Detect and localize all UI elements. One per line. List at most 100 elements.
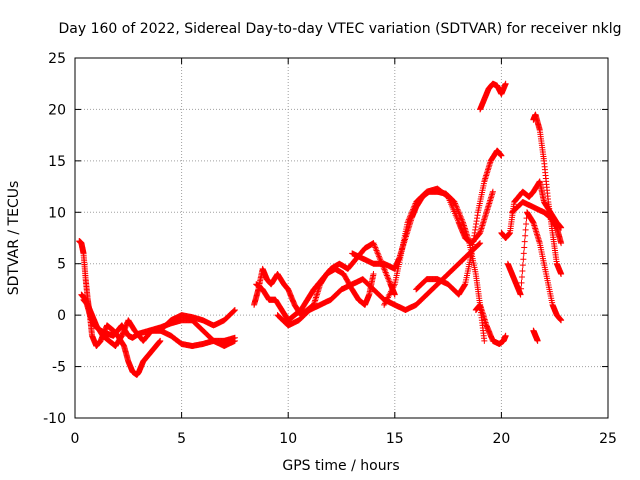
data-point xyxy=(521,244,528,251)
data-point xyxy=(481,337,488,344)
data-point xyxy=(371,243,378,250)
data-point xyxy=(523,221,530,228)
x-tick-label: 20 xyxy=(492,431,510,447)
y-tick-label: 0 xyxy=(57,308,66,324)
data-point xyxy=(518,279,525,286)
data-point xyxy=(157,337,164,344)
y-tick-label: 15 xyxy=(48,154,66,170)
data-point xyxy=(520,250,527,257)
series-arc14 xyxy=(530,111,565,277)
data-point xyxy=(381,266,388,273)
data-point xyxy=(404,219,411,226)
data-point xyxy=(411,201,418,208)
y-tick-label: -10 xyxy=(43,411,66,427)
data-point xyxy=(518,285,525,292)
x-tick-label: 25 xyxy=(599,431,617,447)
data-point xyxy=(522,232,529,239)
data-point xyxy=(374,250,381,257)
series-arc13 xyxy=(498,178,565,241)
series-arc15 xyxy=(504,209,565,324)
data-point xyxy=(382,268,389,275)
data-point xyxy=(520,256,527,263)
data-point xyxy=(502,80,509,87)
data-point xyxy=(370,271,377,277)
x-tick-label: 15 xyxy=(386,431,404,447)
y-tick-label: 10 xyxy=(48,205,66,221)
data-point xyxy=(383,272,390,279)
data-point xyxy=(385,275,392,282)
data-point xyxy=(372,244,379,251)
data-point xyxy=(477,240,484,247)
y-tick-label: 25 xyxy=(48,51,66,67)
data-point xyxy=(410,206,417,213)
series-arc17 xyxy=(530,327,541,344)
data-point xyxy=(383,271,390,277)
series-arc10 xyxy=(413,147,505,298)
data-point xyxy=(405,218,412,225)
data-point xyxy=(521,238,528,245)
data-point xyxy=(407,212,414,219)
x-tick-label: 5 xyxy=(177,431,186,447)
data-point xyxy=(375,253,382,260)
data-point xyxy=(498,152,505,159)
data-point xyxy=(452,201,459,208)
data-point xyxy=(409,207,416,214)
series-arc9 xyxy=(381,185,496,308)
chart-title: Day 160 of 2022, Sidereal Day-to-day VTE… xyxy=(59,21,622,37)
series-arc4 xyxy=(146,317,238,349)
data-point xyxy=(382,269,389,276)
data-point xyxy=(455,209,462,216)
data-point xyxy=(231,307,238,314)
data-point xyxy=(518,273,525,280)
x-axis-label: GPS time / hours xyxy=(282,458,399,474)
grid xyxy=(75,58,608,418)
data-point xyxy=(455,207,462,214)
axes: 0 5 10 15 20 25 -10 -5 0 5 10 15 20 25 xyxy=(43,51,617,447)
data-point xyxy=(489,188,496,195)
data-point xyxy=(410,204,417,211)
data-point xyxy=(411,203,418,210)
data-point xyxy=(391,282,398,289)
data-point xyxy=(458,216,465,223)
data-point xyxy=(408,210,415,217)
data-point xyxy=(370,240,377,247)
data-point xyxy=(558,317,565,324)
plot-frame xyxy=(74,57,609,419)
series-arc11 xyxy=(472,301,509,347)
data-point xyxy=(502,332,509,339)
series-arc16 xyxy=(509,199,565,247)
data-point xyxy=(376,254,383,261)
data-point xyxy=(519,262,526,269)
data-point xyxy=(384,273,391,280)
y-tick-label: 20 xyxy=(48,102,66,118)
data-point xyxy=(372,246,379,253)
data-point xyxy=(534,337,541,344)
data-point xyxy=(558,240,565,247)
x-tick-label: 10 xyxy=(279,431,297,447)
data-point xyxy=(452,200,459,207)
data-point xyxy=(231,307,238,313)
data-point xyxy=(476,240,483,247)
data-point xyxy=(391,291,398,298)
series-arc12 xyxy=(477,80,509,113)
data-point xyxy=(407,213,414,220)
data-point xyxy=(374,248,381,255)
x-tick-label: 0 xyxy=(71,431,80,447)
data-point xyxy=(373,247,380,254)
series-arc7 xyxy=(274,240,484,329)
y-tick-label: -5 xyxy=(52,360,66,376)
series-arc6 xyxy=(253,240,398,324)
data-point xyxy=(517,291,524,298)
data-point xyxy=(405,216,412,223)
data-point xyxy=(558,271,565,277)
data-point xyxy=(519,268,526,275)
data-point xyxy=(458,215,465,222)
data-point xyxy=(408,209,415,216)
data-point xyxy=(406,215,413,222)
data-point xyxy=(375,251,382,258)
data-point xyxy=(231,337,238,344)
y-tick-label: 5 xyxy=(57,257,66,273)
data-point xyxy=(385,276,392,283)
data-point xyxy=(386,278,393,285)
